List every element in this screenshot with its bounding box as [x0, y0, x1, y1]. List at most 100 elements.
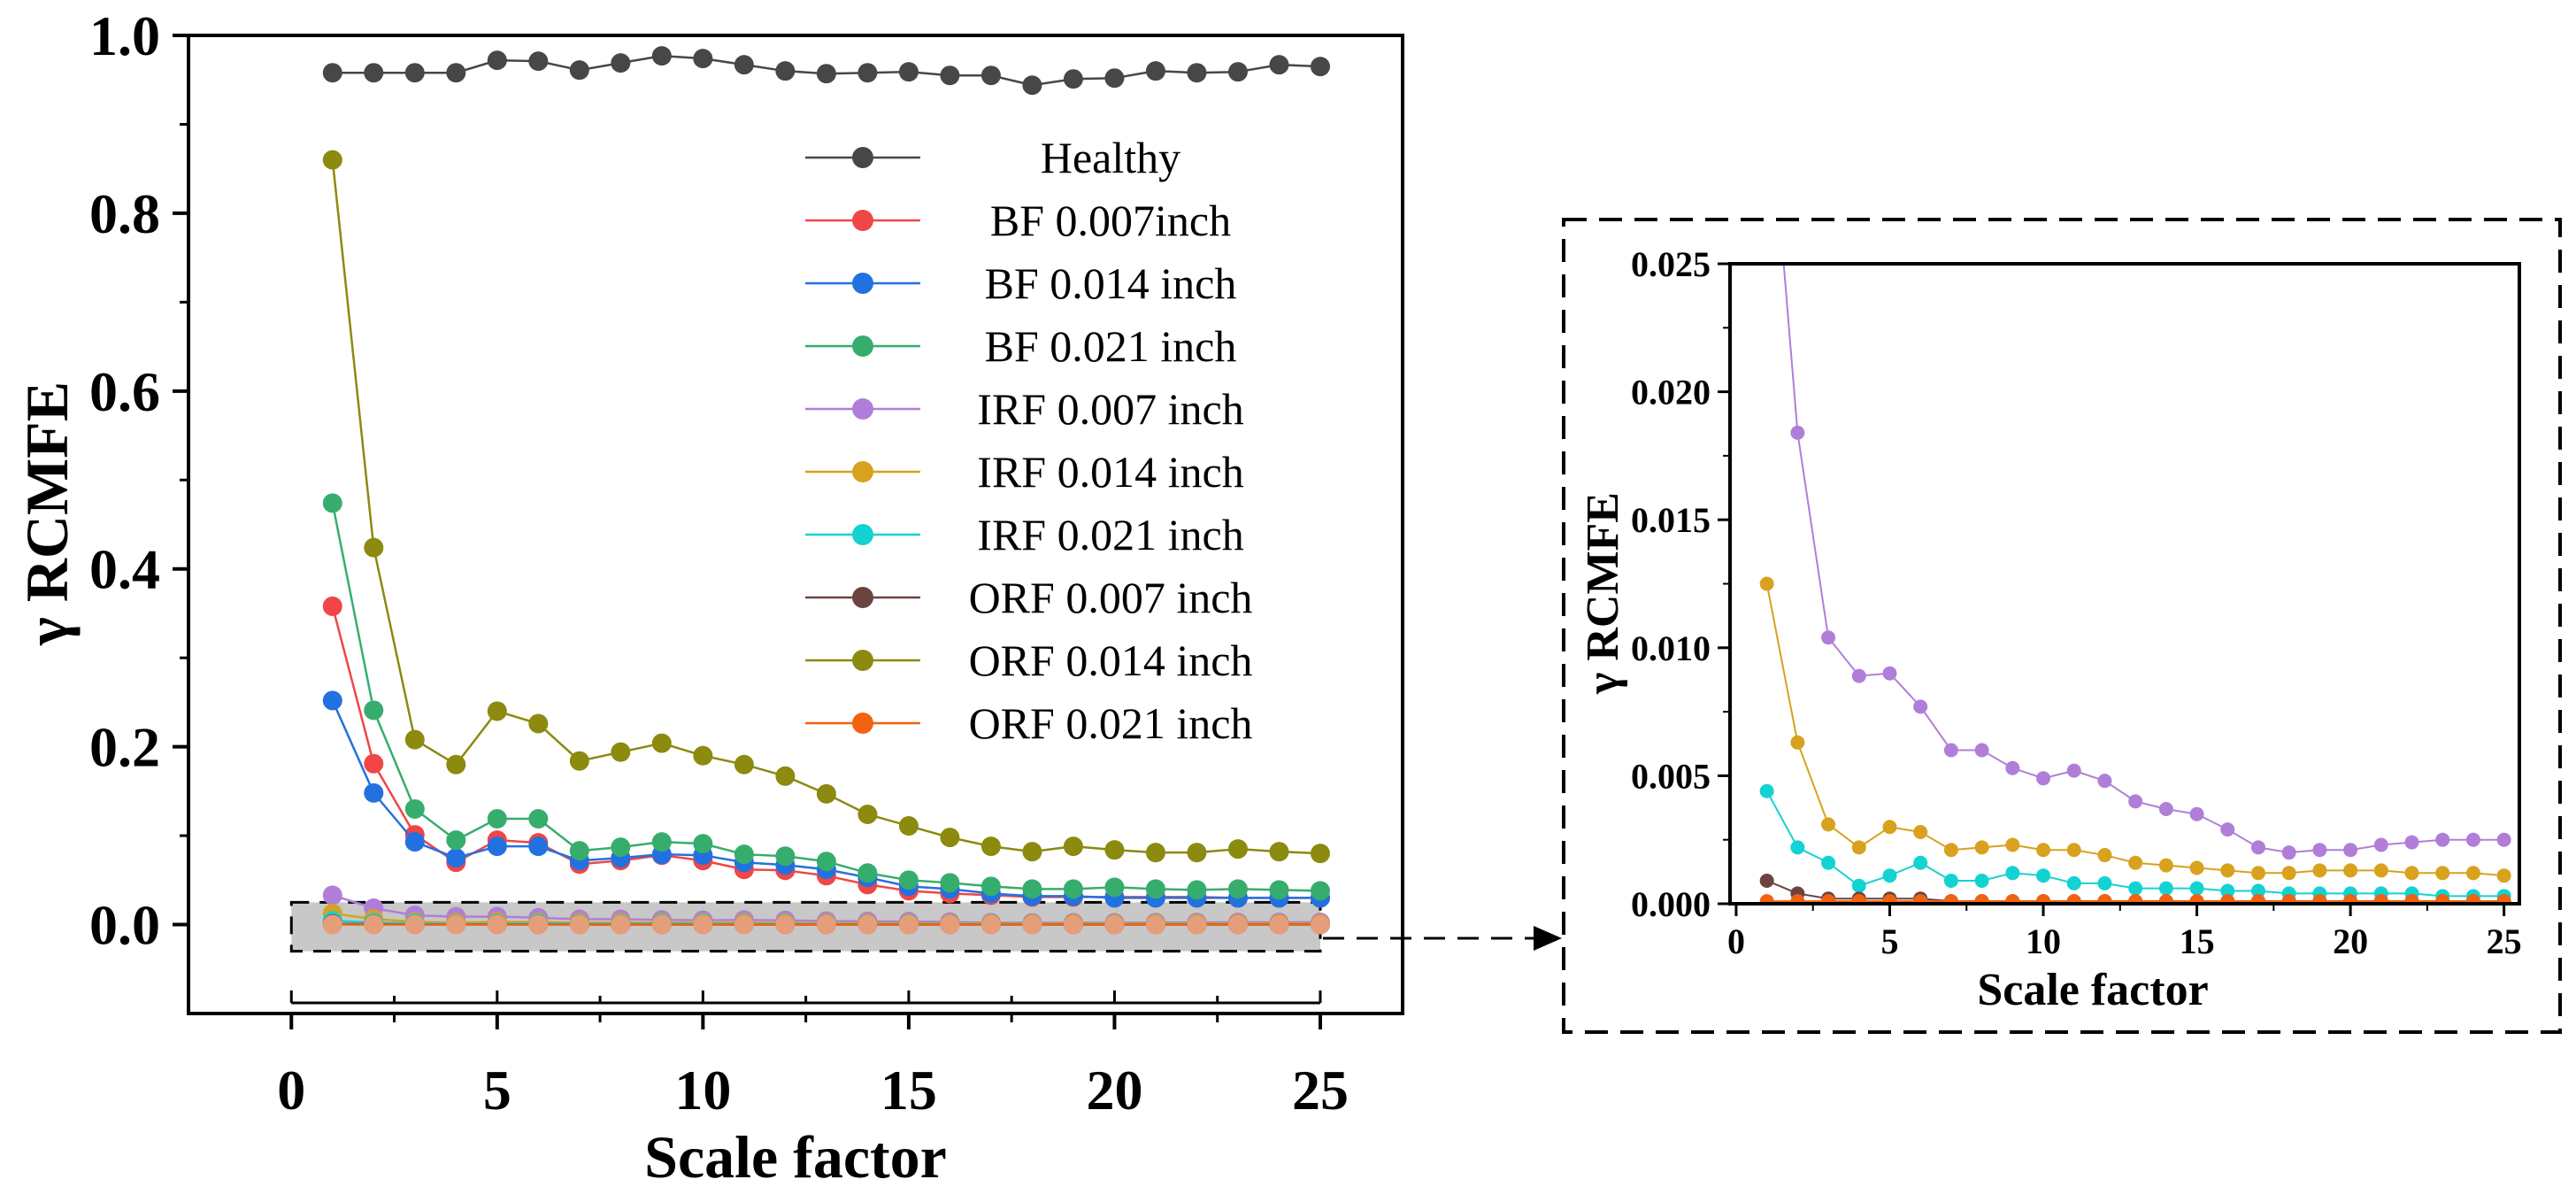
inset-x-tick-label: 15	[2180, 921, 2215, 961]
inset-data-point	[2250, 840, 2265, 855]
inset-data-point	[2435, 832, 2450, 847]
data-point	[611, 53, 631, 73]
inset-series-line	[1765, 583, 2504, 877]
data-point	[1310, 57, 1330, 77]
overlay-point	[898, 914, 919, 935]
data-point	[734, 55, 754, 75]
inset-data-point	[2066, 894, 2081, 904]
inset-data-point	[2312, 894, 2327, 904]
inset-data-point	[1851, 894, 1866, 904]
legend-item: BF 0.021 inch	[805, 321, 1236, 371]
inset-data-point	[2036, 868, 2051, 883]
x-tick-label: 10	[674, 1059, 731, 1121]
inset-y-tick-label: 0.015	[1631, 500, 1711, 540]
inset-data-point	[1759, 873, 1774, 888]
inset-data-point	[2097, 848, 2112, 863]
data-point	[651, 733, 672, 753]
data-point	[528, 836, 549, 857]
data-point	[1063, 69, 1083, 89]
inset-data-point	[2496, 832, 2511, 847]
overlay-point	[446, 914, 466, 935]
data-point	[364, 63, 384, 83]
data-point	[528, 51, 549, 72]
data-point	[1022, 75, 1042, 96]
data-point	[364, 753, 384, 774]
data-point	[1145, 843, 1165, 863]
inset-data-point	[2097, 875, 2112, 890]
inset-data-point	[1851, 840, 1866, 855]
overlay-point	[1063, 914, 1083, 935]
data-point	[940, 873, 960, 893]
zero-region-overlay	[322, 914, 1330, 935]
main-y-axis-title: γ RCMFE	[13, 382, 81, 646]
inset-data-point	[2036, 843, 2051, 858]
inset-data-point	[2036, 894, 2051, 904]
data-point	[1145, 879, 1165, 899]
series-line	[331, 503, 1321, 892]
legend-item: ORF 0.014 inch	[805, 636, 1252, 685]
inset-series-irf-0-007-inch	[1782, 264, 2511, 860]
data-point	[1310, 844, 1330, 864]
inset-data-point	[2158, 881, 2173, 896]
inset-data-point	[2189, 860, 2204, 875]
inset-x-tick-label: 0	[1727, 921, 1745, 961]
legend-item: BF 0.007inch	[805, 196, 1231, 245]
inset-series-irf-0-014-inch	[1759, 576, 2511, 883]
inset-data-point	[1913, 855, 1928, 870]
data-point	[693, 745, 713, 766]
data-point	[364, 537, 384, 558]
legend-label: ORF 0.007 inch	[969, 573, 1253, 622]
inset-y-tick-label: 0.020	[1631, 373, 1711, 412]
inset-data-point	[2373, 863, 2388, 878]
inset-data-point	[2097, 774, 2112, 789]
inset-data-point	[2250, 883, 2265, 898]
main-highlight-layer	[289, 900, 1322, 953]
inset-data-point	[1851, 878, 1866, 893]
data-point	[734, 844, 754, 865]
inset-x-tick-label: 5	[1880, 921, 1898, 961]
data-point	[651, 46, 672, 66]
x-tick-label: 20	[1086, 1059, 1142, 1121]
inset-data-point	[1851, 668, 1866, 683]
y-tick-label: 0.2	[89, 716, 160, 779]
inset-data-point	[2005, 837, 2020, 852]
inset-data-point	[2128, 794, 2143, 809]
inset-data-point	[2281, 866, 2296, 881]
data-point	[404, 729, 425, 750]
inset-axis-ticks	[1718, 262, 2506, 916]
data-point	[775, 61, 796, 81]
overlay-point	[1310, 914, 1330, 935]
overlay-point	[611, 914, 631, 935]
data-point	[364, 782, 384, 803]
legend-label: IRF 0.007 inch	[977, 384, 1243, 434]
data-point	[898, 870, 919, 890]
inset-y-tick-label: 0.010	[1631, 628, 1711, 668]
data-point	[940, 828, 960, 848]
data-point	[940, 66, 960, 86]
inset-y-tick-label: 0.005	[1631, 756, 1711, 796]
inset-data-point	[2435, 894, 2450, 904]
y-tick-label: 1.0	[89, 4, 160, 67]
overlay-point	[857, 914, 878, 935]
data-point	[816, 64, 836, 84]
inset-data-point	[2066, 763, 2081, 778]
zoom-connector	[1323, 926, 1562, 951]
y-tick-label: 0.8	[89, 182, 160, 245]
overlay-point	[364, 914, 384, 935]
main-chart: 0 5 10 15 20 25 0.0 0.2 0.4 0.6 0.8 1.0 Scale facto…	[13, 4, 1404, 1187]
data-point	[651, 832, 672, 852]
overlay-point	[980, 914, 1001, 935]
overlay-point	[651, 914, 672, 935]
data-point	[1104, 877, 1125, 898]
data-point	[775, 846, 796, 867]
data-point	[404, 63, 425, 83]
overlay-point	[569, 914, 589, 935]
overlay-point	[816, 914, 836, 935]
inset-data-point	[1821, 855, 1836, 870]
overlay-point	[322, 914, 342, 935]
inset-data-point	[2343, 894, 2358, 904]
legend: Healthy BF 0.007inch BF 0.014 inch BF 0.021…	[805, 133, 1252, 748]
inset-data-point	[1943, 894, 1958, 904]
data-point	[322, 63, 342, 83]
inset-data-point	[2036, 771, 2051, 786]
